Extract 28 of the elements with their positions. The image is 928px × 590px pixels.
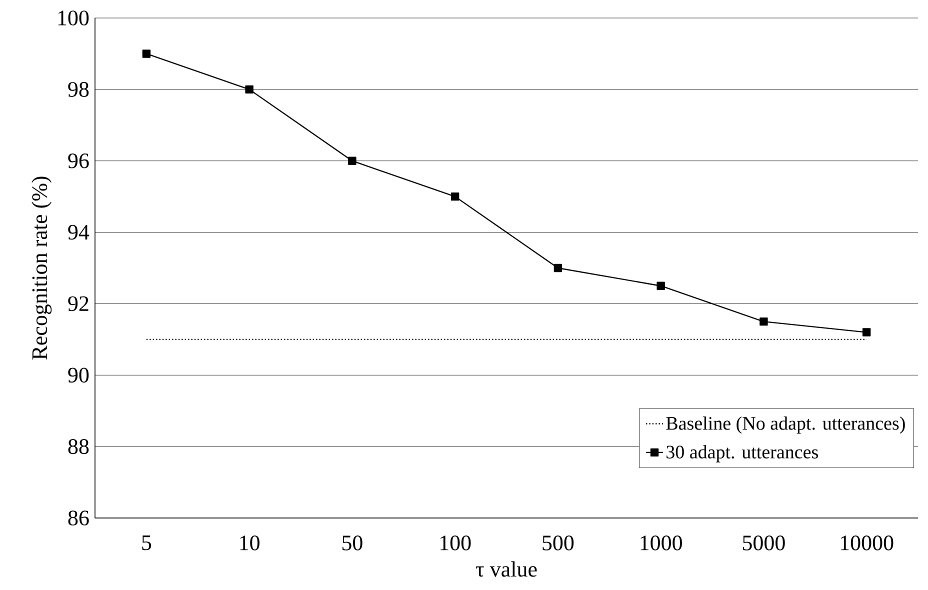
y-axis-title: Recognition rate (%) xyxy=(32,176,52,360)
y-tick-label: 88 xyxy=(68,439,89,454)
y-tick-label: 92 xyxy=(68,296,88,312)
legend-label: 30 adapt. utterances xyxy=(666,445,818,462)
point xyxy=(656,282,665,290)
point xyxy=(348,156,356,165)
legend-label: Baseline (No adapt. utterances) xyxy=(666,416,905,434)
point xyxy=(450,192,460,201)
y-tick-label: 100 xyxy=(58,10,89,26)
x-tick-label: 500 xyxy=(542,536,574,550)
x-tick-label: 50 xyxy=(342,536,362,550)
x-tick-label: 10 xyxy=(240,536,260,550)
point xyxy=(142,50,151,58)
point xyxy=(862,328,871,336)
y-tick-label: 86 xyxy=(68,510,89,526)
y-tick-label: 96 xyxy=(68,153,89,168)
x-tick-label: 100 xyxy=(440,536,471,550)
point xyxy=(760,317,768,326)
x-tick-label: 10000 xyxy=(841,536,894,550)
point xyxy=(554,264,562,272)
x-axis-title: τ value xyxy=(476,561,537,577)
x-tick-label: 5 xyxy=(142,536,152,550)
y-tick-label: 94 xyxy=(68,224,90,240)
y-tick-label: 98 xyxy=(68,82,89,97)
y-tick-label: 90 xyxy=(68,368,89,383)
x-tick-label: 1000 xyxy=(640,536,682,550)
point xyxy=(245,85,254,94)
x-tick-label: 5000 xyxy=(742,536,785,550)
